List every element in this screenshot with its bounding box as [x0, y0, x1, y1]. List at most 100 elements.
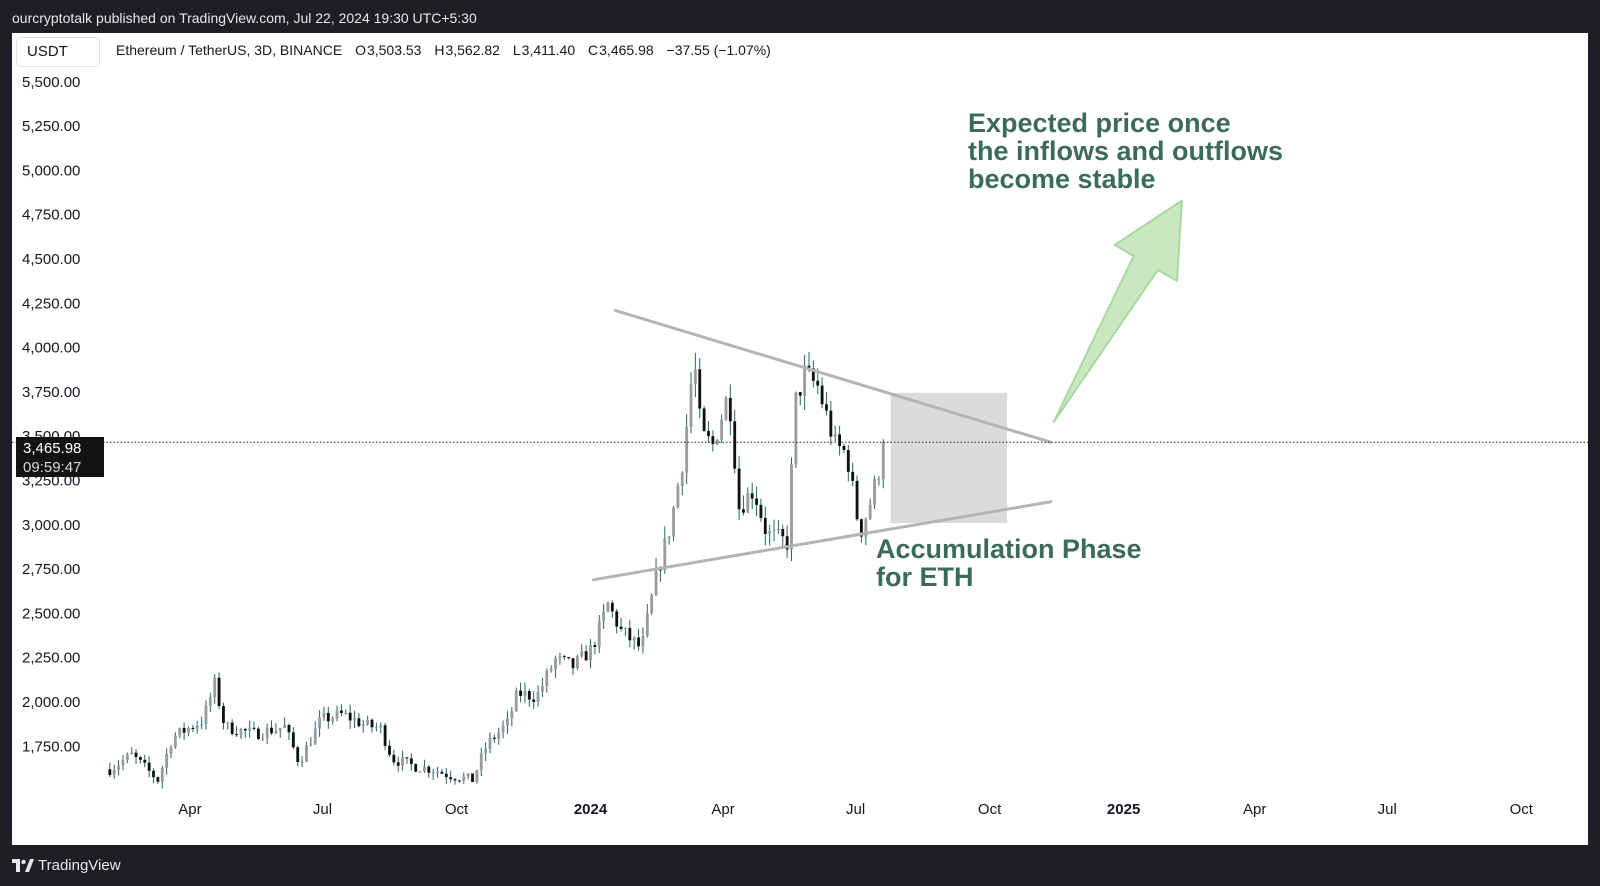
price-tick-label: 3,000.00 — [22, 517, 80, 534]
candle-down — [287, 724, 291, 733]
candle-down — [707, 430, 710, 437]
candle-up — [265, 727, 269, 739]
candle-down — [357, 718, 361, 727]
candle-down — [798, 392, 802, 396]
candle-up — [794, 392, 798, 465]
price-tick-label: 1,750.00 — [22, 738, 80, 755]
candle-up — [693, 369, 697, 385]
symbol-currency-button[interactable]: USDT — [16, 37, 100, 67]
candle-up — [873, 479, 876, 505]
candle-down — [392, 754, 396, 763]
close-value: 3,465.98 — [599, 42, 654, 58]
candle-down — [829, 410, 833, 437]
candle-up — [436, 771, 439, 773]
candle-up — [580, 651, 584, 657]
currency-label: USDT — [27, 43, 68, 60]
low-value: 3,411.40 — [521, 42, 576, 58]
candles-layer — [108, 351, 885, 789]
candle-up — [313, 728, 317, 745]
candle-down — [811, 368, 815, 381]
tradingview-logo-icon[interactable] — [12, 859, 34, 877]
candle-down — [838, 434, 841, 446]
candle-up — [204, 705, 208, 725]
candle-down — [414, 764, 418, 772]
candle-down — [296, 747, 300, 762]
candle-down — [191, 727, 195, 729]
price-chart[interactable]: 1,750.00 2,000.00 2,250.00 2,500.00 2,750.00… — [12, 33, 1588, 845]
candle-down — [571, 658, 575, 669]
candle-up — [868, 504, 872, 519]
candle-up — [746, 493, 750, 513]
candle-down — [615, 611, 619, 627]
candle-up — [331, 718, 335, 722]
candle-up — [715, 440, 719, 444]
candle-down — [567, 657, 571, 659]
time-tick-label: Jul — [846, 801, 865, 818]
bar-countdown: 09:59:47 — [23, 459, 82, 476]
candle-up — [803, 365, 807, 396]
annotation-expected-line-1: Expected price once — [968, 108, 1231, 138]
candle-up — [597, 620, 601, 647]
time-tick-label: Apr — [178, 801, 201, 818]
candle-up — [680, 472, 684, 486]
candle-up — [501, 725, 505, 733]
candle-down — [728, 397, 732, 422]
time-tick-label: Oct — [1510, 801, 1534, 818]
candle-up — [641, 635, 645, 647]
candle-up — [300, 761, 304, 763]
candle-down — [217, 677, 221, 707]
chart-area[interactable]: 1,750.00 2,000.00 2,250.00 2,500.00 2,750.00… — [12, 33, 1588, 845]
candle-down — [733, 421, 737, 469]
candle-up — [187, 727, 190, 733]
candle-up — [536, 691, 540, 702]
candle-down — [702, 408, 706, 431]
price-tick-label: 5,500.00 — [22, 74, 80, 91]
candle-up — [479, 753, 483, 771]
candle-up — [418, 771, 422, 773]
candle-down — [610, 602, 614, 612]
candle-down — [156, 777, 160, 782]
candle-up — [335, 710, 339, 719]
candle-up — [575, 656, 579, 669]
candle-up — [833, 434, 837, 437]
candle-down — [619, 626, 623, 629]
candle-up — [663, 538, 667, 571]
candle-up — [589, 645, 592, 661]
candle-down — [152, 770, 155, 778]
candle-down — [759, 504, 763, 518]
publish-header: ourcryptotalk published on TradingView.c… — [0, 0, 1600, 33]
candle-down — [405, 757, 409, 759]
candle-down — [453, 779, 457, 781]
candle-up — [169, 747, 173, 754]
candle-down — [711, 436, 715, 444]
candle-down — [243, 728, 247, 731]
candle-up — [178, 727, 182, 736]
footer-brand[interactable]: TradingView — [38, 857, 121, 874]
footer: TradingView — [0, 845, 1600, 886]
candle-down — [781, 528, 785, 537]
time-axis: Apr Jul Oct 2024 Apr Jul Oct 2025 Apr Jul Oct — [178, 801, 1533, 818]
candle-up — [278, 727, 282, 731]
open-value: 3,503.53 — [366, 42, 422, 58]
candle-up — [165, 753, 169, 769]
symbol-legend[interactable]: Ethereum / TetherUS, 3D, BINANCE O3,503.… — [116, 42, 780, 58]
price-tick-label: 4,500.00 — [22, 251, 80, 268]
candle-up — [545, 670, 549, 687]
price-tick-label: 2,750.00 — [22, 561, 80, 578]
candle-down — [340, 710, 343, 714]
candle-down — [348, 712, 352, 721]
candle-up — [488, 737, 492, 749]
candle-up — [366, 719, 370, 725]
candle-up — [309, 744, 313, 746]
time-tick-label: Jul — [1378, 801, 1397, 818]
candle-down — [383, 725, 387, 746]
candle-up — [322, 712, 326, 718]
candle-up — [689, 384, 693, 427]
change-value: −37.55 (−1.07%) — [666, 42, 771, 58]
candle-up — [344, 712, 348, 714]
candle-down — [388, 745, 391, 755]
candle-up — [506, 718, 509, 726]
candle-down — [138, 757, 142, 760]
candle-down — [471, 773, 474, 782]
candle-down — [785, 536, 789, 550]
